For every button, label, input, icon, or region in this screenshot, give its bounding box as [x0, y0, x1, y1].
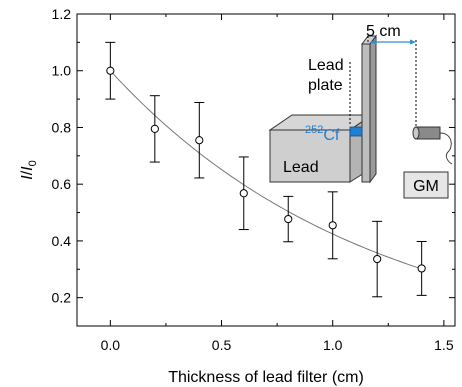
distance-arrowhead-left: [370, 39, 376, 45]
gm-tube-body: [415, 126, 441, 140]
distance-label: 5 cm: [366, 23, 401, 40]
cf252-superscript: 252: [305, 124, 323, 136]
gm-cable: [439, 132, 453, 165]
y-axis-label-i0: I: [19, 166, 36, 171]
data-point: [150, 124, 159, 133]
fit-curve: [109, 70, 422, 270]
cf252-label: 252Cf: [305, 124, 340, 144]
y-tick-label: 0.4: [52, 233, 72, 249]
plot-frame: [76, 13, 456, 327]
y-tick-label: 1.2: [52, 6, 72, 22]
distance-arrowhead-right: [410, 39, 416, 45]
data-point: [373, 254, 382, 264]
setup-inset: Lead Lead plate 252Cf 5 cm GM: [268, 23, 453, 199]
cf252-element: Cf: [323, 127, 340, 144]
data-point: [328, 221, 337, 230]
data-points: [105, 41, 427, 298]
cf252-source: [349, 126, 363, 137]
lead-block-front: [269, 129, 351, 183]
y-axis-label-slash: /: [19, 170, 36, 175]
lead-plate-label-line2: plate: [308, 77, 343, 94]
gm-box: [403, 171, 449, 199]
x-axis-label: Thickness of lead filter (cm): [168, 369, 364, 386]
x-tick-label: 1.5: [434, 337, 454, 353]
data-point: [239, 189, 248, 198]
gm-tube-window: [412, 126, 420, 140]
x-tick-label: 0.0: [101, 337, 121, 353]
y-axis-ticks: 0.2 0.4 0.6 0.8 1.0 1.2: [52, 6, 455, 306]
x-tick-label: 1.0: [323, 337, 343, 353]
gm-label: GM: [413, 178, 439, 195]
x-tick-label: 0.5: [212, 337, 232, 353]
data-point: [106, 66, 115, 75]
y-axis-label-subscript: 0: [27, 160, 39, 166]
data-point: [417, 264, 426, 273]
y-tick-label: 0.8: [52, 119, 72, 135]
lead-plate-side: [369, 34, 377, 184]
y-tick-label: 0.6: [52, 176, 72, 192]
lead-plate-label-line1: Lead: [308, 57, 344, 74]
data-point: [284, 214, 293, 224]
data-point: [195, 136, 204, 145]
x-axis-ticks: 0.0 0.5 1.0 1.5: [101, 14, 454, 353]
y-tick-label: 1.0: [52, 63, 72, 79]
y-axis-label: I/I0: [19, 160, 39, 179]
lead-plate-front: [361, 43, 371, 183]
y-axis-label-i: I: [19, 175, 36, 180]
lead-block-label: Lead: [283, 159, 319, 176]
y-tick-label: 0.2: [52, 290, 72, 306]
